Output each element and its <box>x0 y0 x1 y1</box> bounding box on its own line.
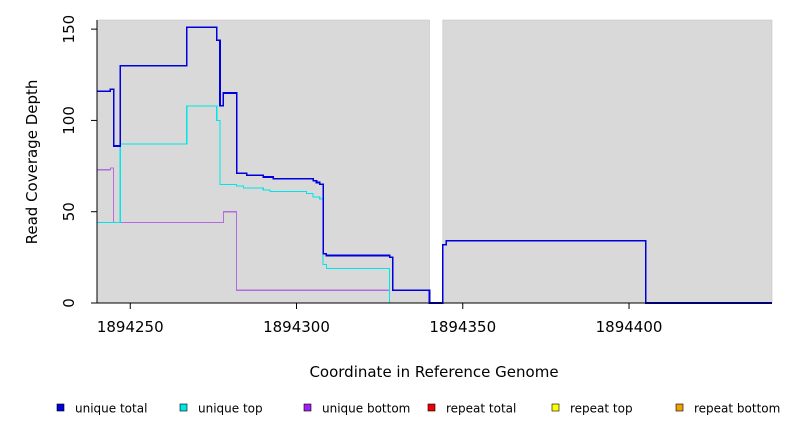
y-tick-label: 50 <box>60 202 78 221</box>
legend-swatch-repeat-bottom <box>675 403 684 412</box>
legend-swatch-repeat-top <box>551 403 560 412</box>
x-tick-label: 1894400 <box>596 318 663 336</box>
shaded-region-1 <box>96 19 430 304</box>
legend-swatch-unique-bottom <box>303 403 312 412</box>
y-tick-label: 150 <box>60 15 78 44</box>
legend-swatch-repeat-total <box>427 403 436 412</box>
axes-layer <box>96 20 772 304</box>
x-tick-label: 1894300 <box>263 318 330 336</box>
x-axis-title: Coordinate in Reference Genome <box>309 363 558 381</box>
legend-label-repeat-total: repeat total <box>446 402 516 416</box>
legend-label-repeat-bottom: repeat bottom <box>694 402 780 416</box>
y-tick-label: 100 <box>60 106 78 135</box>
plot-background <box>96 19 773 304</box>
y-tick-label: 0 <box>60 298 78 308</box>
series-unique-top <box>97 105 772 304</box>
legend-label-unique-total: unique total <box>75 402 147 416</box>
series-unique-total <box>97 26 772 304</box>
legend-label-repeat-top: repeat top <box>570 402 633 416</box>
x-tick-label: 1894350 <box>429 318 496 336</box>
ticks-layer: 1894250 1894300 1894350 1894400 0 50 100 150 <box>60 15 662 336</box>
legend-label-unique-bottom: unique bottom <box>322 402 410 416</box>
legend-label-unique-top: unique top <box>198 402 263 416</box>
legend-swatch-unique-top <box>179 403 188 412</box>
y-axis-title: Read Coverage Depth <box>23 80 41 245</box>
legend-swatch-unique-total <box>56 403 65 412</box>
legend: unique total unique top unique bottom repea… <box>56 402 780 416</box>
shaded-region-2 <box>442 19 773 304</box>
x-tick-label: 1894250 <box>97 318 164 336</box>
